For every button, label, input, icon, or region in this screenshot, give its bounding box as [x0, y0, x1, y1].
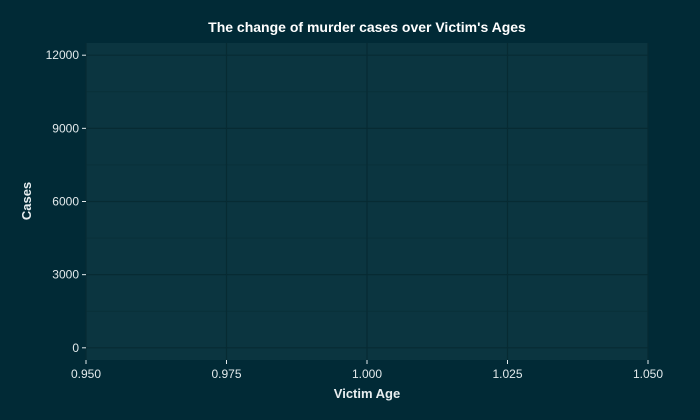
x-axis-title: Victim Age: [334, 386, 400, 401]
chart-title: The change of murder cases over Victim's…: [208, 19, 526, 35]
y-tick-label: 9000: [52, 121, 79, 135]
y-tick-label: 0: [72, 341, 79, 355]
y-tick-label: 3000: [52, 268, 79, 282]
x-tick-label: 1.025: [492, 367, 522, 381]
x-tick-label: 1.050: [633, 367, 663, 381]
y-tick-label: 6000: [52, 195, 79, 209]
y-axis: 0 3000 6000 9000 12000: [46, 48, 86, 355]
y-tick-label: 12000: [46, 48, 80, 62]
x-tick-label: 0.950: [71, 367, 101, 381]
x-axis: 0.950 0.975 1.000 1.025 1.050: [71, 360, 663, 381]
x-tick-label: 1.000: [352, 367, 382, 381]
x-tick-label: 0.975: [211, 367, 241, 381]
y-axis-title: Cases: [19, 182, 34, 220]
